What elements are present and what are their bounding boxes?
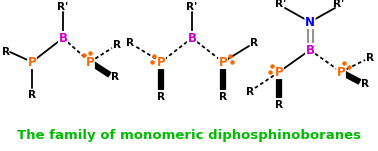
Text: R: R [366, 53, 374, 63]
Text: P: P [337, 66, 345, 79]
Text: P: P [157, 56, 165, 69]
Text: P: P [86, 56, 94, 69]
Text: R': R' [57, 2, 69, 12]
Text: R: R [113, 40, 121, 50]
Text: B: B [305, 43, 314, 56]
Text: R: R [157, 92, 165, 102]
Text: R: R [250, 38, 258, 48]
Text: P: P [275, 66, 284, 79]
Text: R': R' [276, 0, 287, 9]
Text: R: R [246, 87, 254, 97]
Text: R: R [219, 92, 227, 102]
Text: P: P [28, 56, 36, 69]
Text: B: B [59, 32, 68, 45]
Text: R: R [126, 38, 134, 48]
Text: R': R' [333, 0, 345, 9]
Text: R: R [361, 79, 369, 89]
Text: B: B [187, 32, 197, 45]
Text: R': R' [186, 2, 198, 12]
Text: R: R [2, 47, 10, 57]
Text: P: P [219, 56, 227, 69]
Text: R: R [275, 100, 283, 110]
Text: R: R [28, 90, 36, 100]
Text: R: R [111, 72, 119, 82]
Text: N: N [305, 16, 315, 29]
Text: The family of monomeric diphosphinoboranes: The family of monomeric diphosphinoboran… [17, 130, 361, 143]
